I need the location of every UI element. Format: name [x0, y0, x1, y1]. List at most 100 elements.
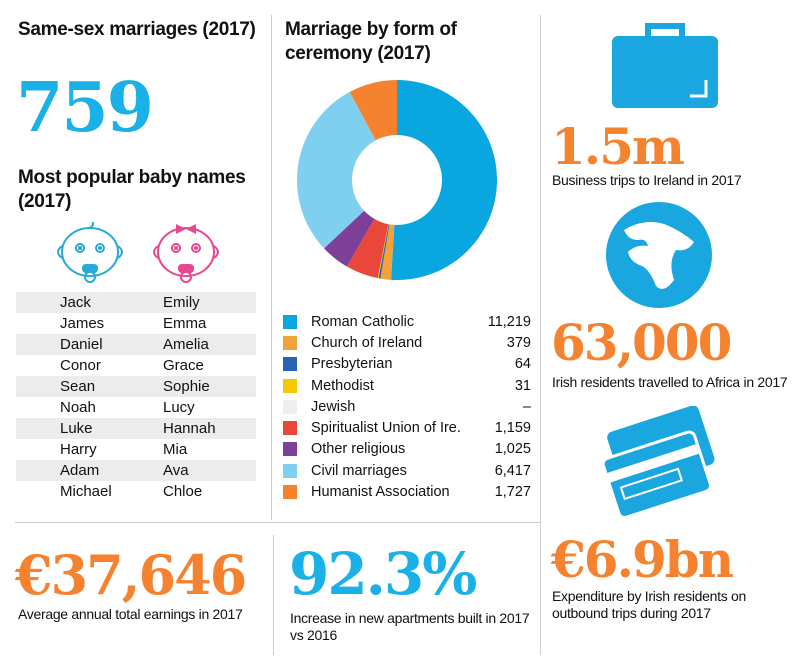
baby-names-table: Jack Emily James Emma Daniel Amelia Conor Grace…: [16, 292, 256, 502]
same-sex-value: 759: [16, 68, 154, 148]
donut-slice: [380, 224, 395, 280]
legend-item: Civil marriages 6,417: [283, 460, 531, 481]
legend-item: Roman Catholic 11,219: [283, 311, 531, 332]
donut-slice: [378, 224, 390, 279]
legend-item: Church of Ireland 379: [283, 332, 531, 353]
table-row: Noah Lucy: [16, 397, 256, 418]
donut-slice: [391, 80, 498, 280]
divider: [15, 522, 540, 523]
girl-name: Emily: [163, 294, 200, 311]
legend-value: –: [522, 398, 531, 415]
baby-names-title: Most popular baby names (2017): [18, 167, 246, 212]
baby-girl-icon: [153, 224, 219, 283]
apartments-value: 92.3%: [289, 540, 477, 608]
briefcase-icon: [612, 23, 718, 108]
boy-name: Michael: [60, 483, 112, 500]
legend-label: Church of Ireland: [311, 334, 423, 351]
girl-name: Amelia: [163, 336, 209, 353]
boy-name: Harry: [60, 441, 97, 458]
girl-name: Ava: [163, 462, 189, 479]
baby-boy-icon: [57, 222, 123, 283]
globe-icon: [606, 202, 712, 308]
expenditure-caption: Expenditure by Irish residents on outbou…: [552, 588, 746, 621]
legend-swatch: [283, 335, 297, 350]
donut-slice: [349, 80, 397, 141]
table-row: Harry Mia: [16, 439, 256, 460]
divider: [540, 15, 541, 655]
business-value: 1.5m: [551, 117, 685, 176]
legend-label: Presbyterian: [311, 356, 393, 373]
africa-value: 63,000: [551, 313, 732, 372]
chart-legend: Roman Catholic 11,219 Church of Ireland 379…: [283, 311, 531, 503]
donut-slice: [346, 218, 389, 279]
girl-name: Hannah: [163, 420, 216, 437]
legend-swatch: [283, 463, 297, 478]
girl-name: Mia: [163, 441, 188, 458]
business-caption: Business trips to Ireland in 2017: [552, 172, 742, 188]
boy-name: Daniel: [60, 336, 103, 353]
same-sex-title: Same-sex marriages (2017): [18, 19, 256, 40]
divider: [271, 15, 272, 520]
table-row: James Emma: [16, 313, 256, 334]
africa-caption: Irish residents travelled to Africa in 2…: [552, 374, 788, 390]
divider: [273, 535, 274, 655]
legend-label: Jewish: [311, 398, 356, 415]
legend-label: Methodist: [311, 377, 374, 394]
legend-value: 1,159: [494, 420, 531, 437]
table-row: Conor Grace: [16, 355, 256, 376]
table-row: Sean Sophie: [16, 376, 256, 397]
legend-label: Roman Catholic: [311, 313, 415, 330]
boy-name: Noah: [60, 399, 96, 416]
chart-title: Marriage by form of ceremony (2017): [285, 19, 457, 64]
legend-item: Spiritualist Union of Ire. 1,159: [283, 417, 531, 438]
legend-swatch: [283, 314, 297, 329]
legend-value: 64: [514, 356, 531, 373]
girl-name: Grace: [163, 357, 204, 374]
legend-swatch: [283, 378, 297, 393]
boy-name: Conor: [60, 357, 101, 374]
legend-value: 6,417: [494, 462, 531, 479]
donut-slice: [324, 210, 375, 267]
donut-slice: [297, 91, 376, 249]
legend-value: 11,219: [487, 313, 531, 330]
donut-chart: [297, 80, 498, 280]
boy-name: James: [60, 315, 105, 332]
earnings-value: €37,646: [15, 543, 247, 607]
legend-label: Civil marriages: [311, 462, 407, 479]
boy-name: Sean: [60, 378, 96, 395]
boy-name: Adam: [60, 462, 100, 479]
legend-label: Humanist Association: [311, 484, 450, 501]
girl-name: Chloe: [163, 483, 203, 500]
legend-swatch: [283, 399, 297, 414]
apartments-caption: Increase in new apartments built in 2017…: [290, 610, 530, 643]
legend-label: Other religious: [311, 441, 406, 458]
legend-label: Spiritualist Union of Ire.: [311, 420, 461, 437]
legend-swatch: [283, 421, 297, 436]
legend-item: Humanist Association 1,727: [283, 481, 531, 502]
legend-item: Other religious 1,025: [283, 439, 531, 460]
legend-value: 379: [506, 334, 531, 351]
credit-card-icon: [601, 406, 715, 520]
boy-name: Jack: [60, 294, 91, 311]
expenditure-value: €6.9bn: [551, 530, 734, 589]
girl-name: Emma: [163, 315, 207, 332]
legend-swatch: [283, 442, 297, 457]
donut-slice: [377, 224, 389, 279]
legend-value: 1,727: [494, 484, 531, 501]
table-row: Adam Ava: [16, 460, 256, 481]
table-row: Daniel Amelia: [16, 334, 256, 355]
earnings-caption: Average annual total earnings in 2017: [18, 606, 243, 622]
legend-value: 31: [514, 377, 531, 394]
legend-swatch: [283, 485, 297, 500]
girl-name: Lucy: [163, 399, 195, 416]
legend-item: Methodist 31: [283, 375, 531, 396]
legend-item: Presbyterian 64: [283, 354, 531, 375]
girl-name: Sophie: [163, 378, 210, 395]
boy-name: Luke: [60, 420, 93, 437]
legend-swatch: [283, 357, 297, 372]
legend-value: 1,025: [494, 441, 531, 458]
table-row: Luke Hannah: [16, 418, 256, 439]
table-row: Jack Emily: [16, 292, 256, 313]
legend-item: Jewish –: [283, 396, 531, 417]
table-row: Michael Chloe: [16, 481, 256, 502]
